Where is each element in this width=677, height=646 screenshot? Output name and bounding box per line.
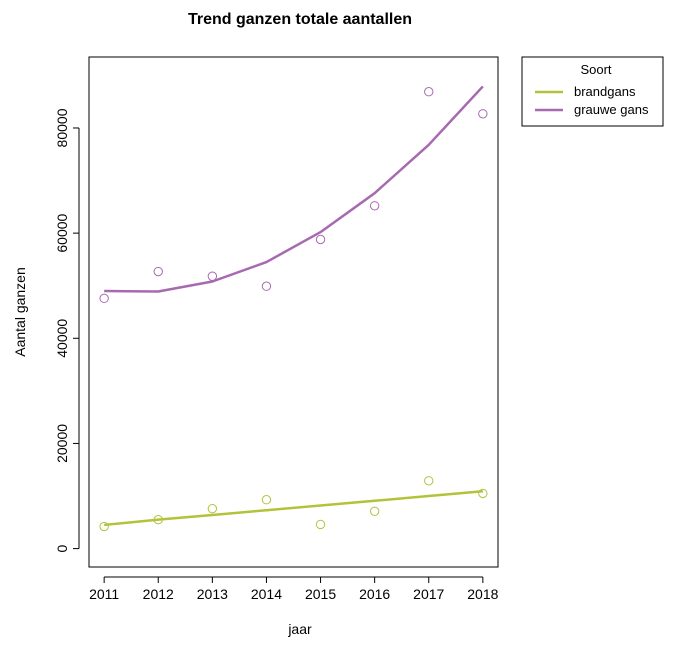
x-tick-label: 2018 bbox=[467, 586, 498, 602]
data-point-grauwe-gans bbox=[369, 201, 380, 211]
data-point-grauwe-gans bbox=[478, 109, 488, 119]
x-tick-label: 2012 bbox=[143, 586, 174, 602]
legend-label-grauwe-gans: grauwe gans bbox=[574, 102, 649, 117]
x-tick-label: 2016 bbox=[359, 586, 390, 602]
y-tick-label: 0 bbox=[54, 544, 70, 552]
y-tick-label: 80000 bbox=[54, 108, 70, 147]
x-tick-label: 2015 bbox=[305, 586, 336, 602]
x-tick-label: 2011 bbox=[89, 586, 119, 602]
y-tick-label: 20000 bbox=[54, 424, 70, 463]
y-axis: 0 20000 40000 60000 80000 bbox=[54, 108, 80, 552]
x-tick-label: 2013 bbox=[197, 586, 228, 602]
data-point-grauwe-gans bbox=[315, 234, 326, 245]
x-axis-label: jaar bbox=[287, 621, 312, 637]
data-point-grauwe-gans bbox=[424, 87, 434, 97]
y-axis-label: Aantal ganzen bbox=[12, 267, 28, 357]
y-tick-label: 40000 bbox=[54, 319, 70, 358]
data-point-brandgans bbox=[153, 514, 163, 525]
data-point-grauwe-gans bbox=[153, 266, 163, 277]
plot-frame bbox=[88, 56, 499, 568]
x-tick-label: 2017 bbox=[413, 586, 444, 602]
data-point-brandgans bbox=[207, 503, 218, 514]
y-tick-label: 60000 bbox=[54, 213, 70, 252]
data-point-grauwe-gans bbox=[261, 281, 272, 291]
data-point-brandgans bbox=[99, 521, 109, 532]
trend-line-grauwe-gans bbox=[104, 85, 484, 293]
x-tick-label: 2014 bbox=[251, 586, 282, 602]
data-point-brandgans bbox=[261, 495, 272, 505]
chart-title: Trend ganzen totale aantallen bbox=[188, 11, 412, 28]
data-point-brandgans bbox=[424, 476, 434, 486]
data-point-brandgans bbox=[315, 519, 326, 530]
legend-title: Soort bbox=[580, 62, 611, 77]
x-axis: 2011 2012 2013 2014 2015 2016 2017 2018 bbox=[89, 576, 499, 602]
data-point-grauwe-gans bbox=[99, 293, 109, 304]
data-point-brandgans bbox=[369, 506, 380, 516]
data-point-brandgans bbox=[478, 488, 488, 499]
legend-label-brandgans: brandgans bbox=[574, 84, 636, 99]
legend: Soort brandgans grauwe gans bbox=[521, 56, 664, 127]
trend-line-brandgans bbox=[104, 490, 483, 527]
data-point-grauwe-gans bbox=[207, 271, 218, 281]
series-layer bbox=[99, 85, 488, 532]
